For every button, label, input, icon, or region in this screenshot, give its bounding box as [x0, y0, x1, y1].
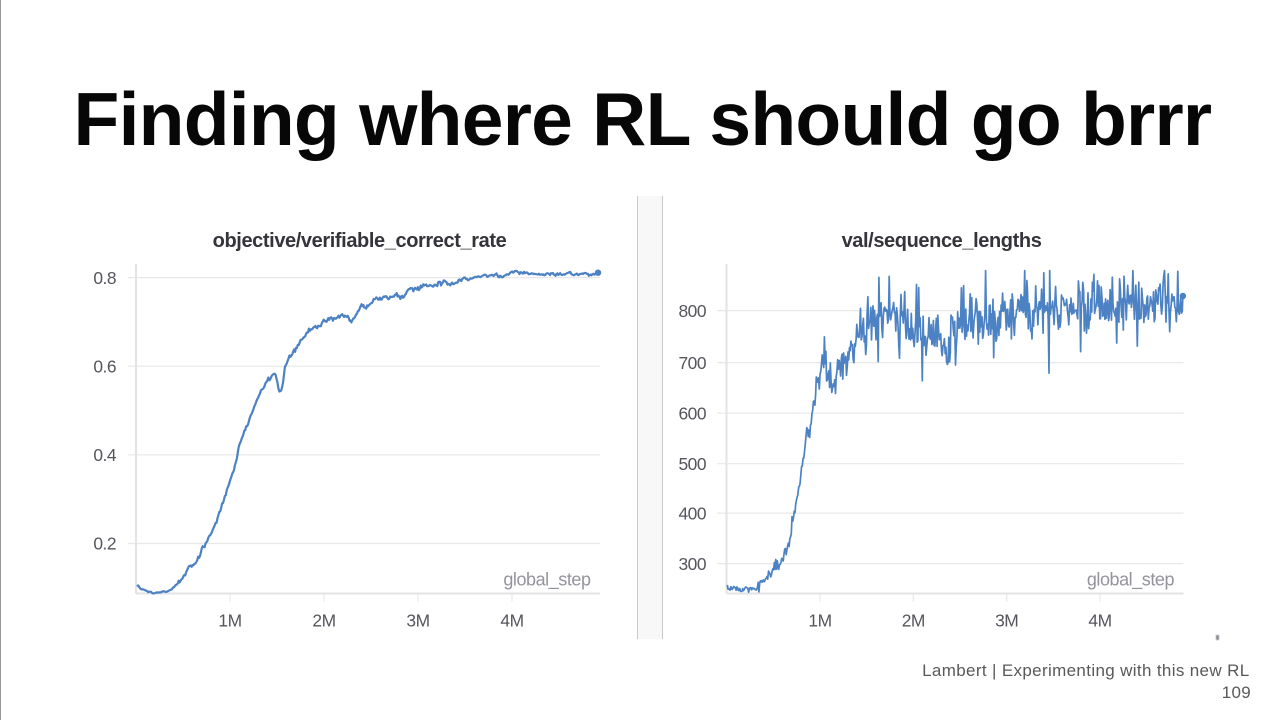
svg-text:val/sequence_lengths: val/sequence_lengths	[842, 230, 1042, 252]
svg-text:400: 400	[678, 503, 706, 523]
svg-text:500: 500	[678, 454, 706, 474]
svg-text:800: 800	[678, 301, 706, 321]
svg-text:0.8: 0.8	[93, 268, 116, 288]
svg-text:3M: 3M	[406, 610, 429, 630]
svg-text:600: 600	[678, 403, 706, 423]
svg-text:2M: 2M	[312, 610, 335, 630]
svg-text:3M: 3M	[995, 610, 1018, 630]
svg-text:4M: 4M	[1088, 610, 1111, 630]
svg-text:2M: 2M	[902, 610, 925, 630]
svg-text:global_step: global_step	[1087, 570, 1175, 591]
svg-text:300: 300	[678, 554, 706, 574]
svg-text:global_step: global_step	[503, 570, 591, 591]
svg-text:4M: 4M	[500, 610, 523, 630]
svg-text:1M: 1M	[808, 610, 831, 630]
svg-text:0.4: 0.4	[93, 445, 117, 465]
svg-text:0.6: 0.6	[93, 356, 116, 376]
svg-text:700: 700	[678, 353, 706, 373]
svg-text:0.2: 0.2	[93, 534, 116, 554]
svg-text:1M: 1M	[218, 610, 241, 630]
svg-text:objective/verifiable_correct_r: objective/verifiable_correct_rate	[213, 230, 507, 252]
